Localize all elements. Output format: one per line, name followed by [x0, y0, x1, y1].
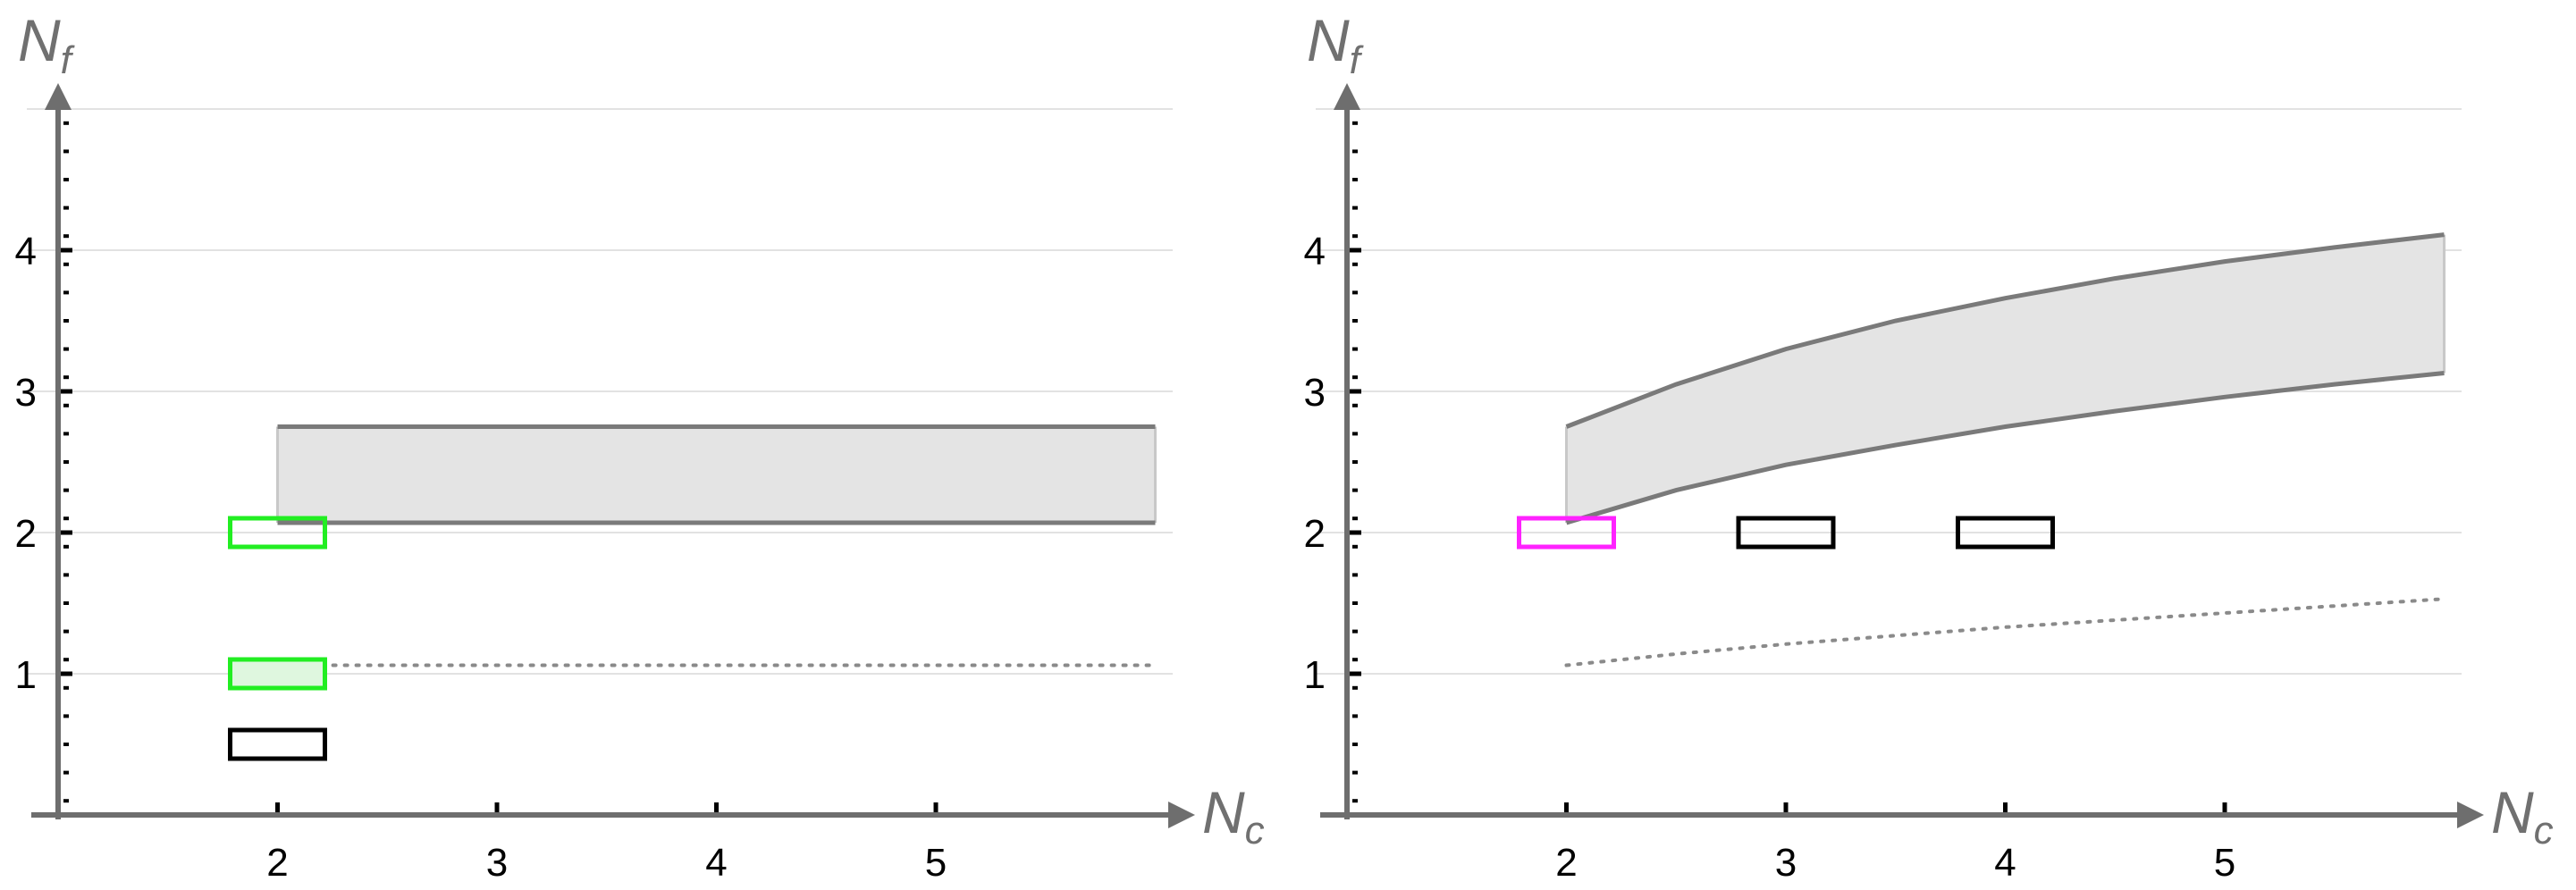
- right-x-tick-label-4: 4: [1994, 841, 2016, 885]
- right-band: [1565, 232, 2446, 525]
- right-y-tick-label-2: 2: [1304, 512, 1326, 556]
- right-y-axis-label: Nf: [1307, 7, 1365, 82]
- right-x-axis-label: Nc: [2491, 779, 2554, 852]
- right-marker-2: [1956, 516, 2055, 550]
- left-chart-panel: 2 3 4 5 1 2 3 4 Nf Nc: [15, 7, 1265, 885]
- right-y-tick-label-3: 3: [1304, 371, 1326, 415]
- left-grid: [27, 108, 1173, 675]
- left-ticks: 2 3 4 5 1 2 3 4: [15, 230, 947, 885]
- left-x-axis-label: Nc: [1202, 779, 1265, 852]
- right-ticks: 2 3 4 5 1 2 3 4: [1304, 230, 2236, 885]
- right-x-tick-label-3: 3: [1775, 841, 1797, 885]
- right-dotted-line: [1564, 597, 2446, 668]
- left-y-tick-label-3: 3: [15, 371, 37, 415]
- right-y-tick-label-4: 4: [1304, 230, 1326, 273]
- left-band: [276, 424, 1157, 525]
- right-markers: [1517, 516, 2055, 550]
- right-y-tick-label-1: 1: [1304, 653, 1326, 697]
- right-band-lower-curve: [1565, 370, 2445, 525]
- right-dotted-curve: [1564, 597, 2446, 668]
- right-grid: [1316, 108, 2462, 675]
- left-band-fill: [277, 426, 1156, 523]
- right-axes: [1320, 83, 2484, 828]
- left-axes: [31, 83, 1195, 828]
- right-band-upper-curve: [1565, 232, 2445, 429]
- left-x-tick-label-5: 5: [925, 841, 947, 885]
- right-x-tick-label-2: 2: [1555, 841, 1577, 885]
- left-x-tick-label-3: 3: [486, 841, 508, 885]
- right-chart-panel: 2 3 4 5 1 2 3 4 Nf Nc: [1304, 7, 2554, 885]
- right-band-fill: [1566, 234, 2445, 523]
- left-y-tick-label-1: 1: [15, 653, 37, 697]
- left-y-tick-label-2: 2: [15, 512, 37, 556]
- left-y-axis-label: Nf: [18, 7, 76, 82]
- left-marker-0: [228, 516, 327, 550]
- left-marker-2: [228, 727, 327, 761]
- left-marker-1: [228, 657, 327, 691]
- left-y-tick-label-4: 4: [15, 230, 37, 273]
- right-marker-0: [1517, 516, 1616, 550]
- right-marker-1: [1736, 516, 1836, 550]
- left-x-tick-label-4: 4: [705, 841, 727, 885]
- left-markers: [228, 516, 327, 761]
- right-x-tick-label-5: 5: [2214, 841, 2235, 885]
- left-x-tick-label-2: 2: [266, 841, 288, 885]
